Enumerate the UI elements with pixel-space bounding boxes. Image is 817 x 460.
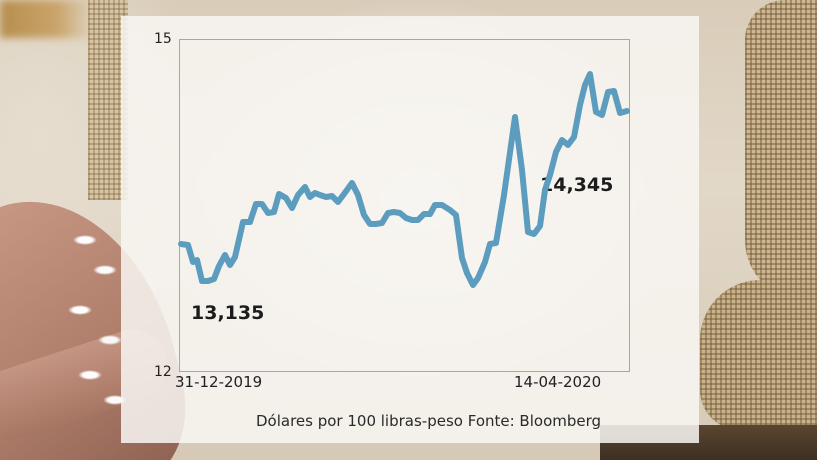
x-tick-start: 31-12-2019 [175, 373, 263, 391]
y-tick-top: 15 [154, 31, 172, 47]
annotation-latest-value: 14,345 [540, 174, 614, 196]
annotation-min-value: 13,135 [191, 302, 265, 324]
burlap-right [745, 0, 817, 300]
x-tick-end: 14-04-2020 [514, 373, 602, 391]
y-tick-bottom: 12 [154, 364, 172, 380]
chart-caption-source: Dólares por 100 libras-peso Fonte: Bloom… [256, 412, 602, 430]
chart-panel: 15 12 31-12-2019 14-04-2020 13,135 14,34… [121, 16, 699, 443]
burlap-bottom [700, 280, 817, 430]
straw-detail [0, 0, 95, 38]
plot-area-frame [179, 39, 630, 372]
price-series-line [178, 71, 630, 288]
